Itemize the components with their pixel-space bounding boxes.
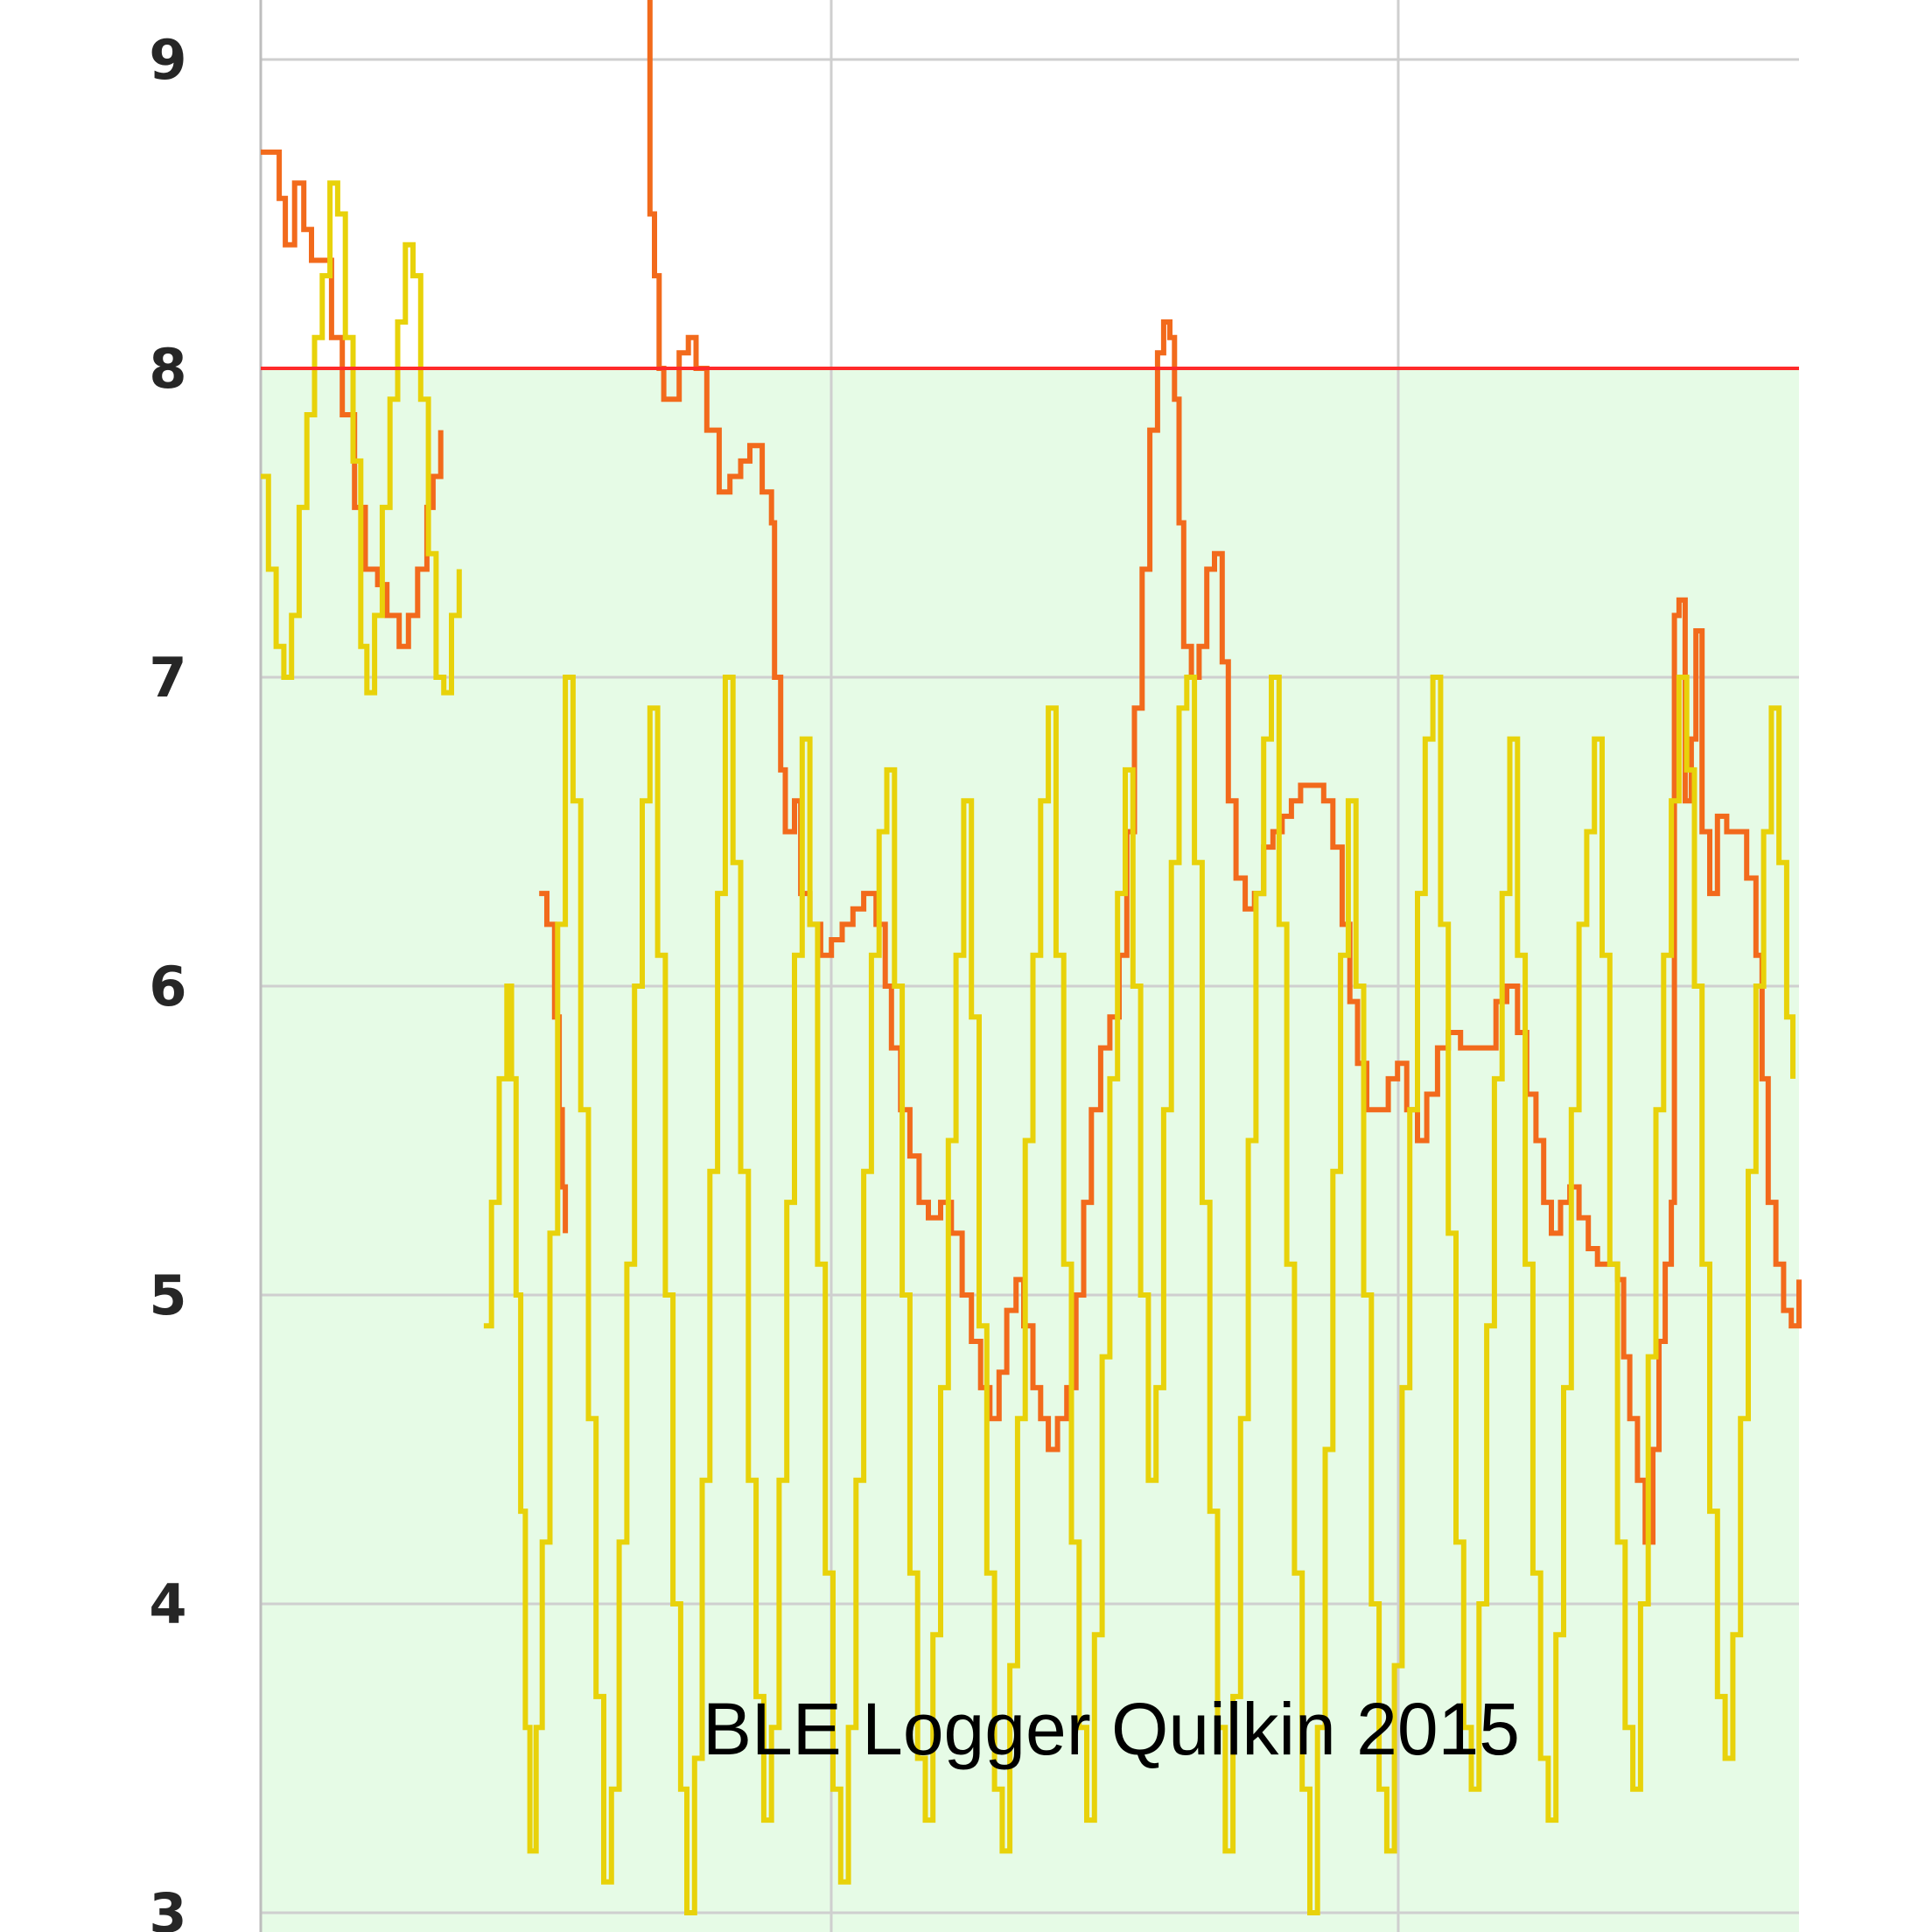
y-tick-label-6: 6 <box>149 955 186 1018</box>
series-1-line-3 <box>647 0 1802 1545</box>
y-tick-label-4: 4 <box>149 1572 186 1636</box>
y-tick-label-5: 5 <box>149 1264 186 1327</box>
series-group <box>261 0 1802 1915</box>
y-tick-label-3: 3 <box>149 1881 186 1932</box>
series-2-line-2 <box>483 675 1796 1915</box>
series-2-line-1 <box>261 180 462 696</box>
series-1-line-1 <box>261 149 444 649</box>
y-tick-labels: 9 8 7 6 5 4 3 <box>149 28 186 1932</box>
y-tick-label-9: 9 <box>149 28 186 92</box>
chart-annotation: BLE Logger Quilkin 2015 <box>703 1688 1520 1770</box>
series-2 <box>261 180 1796 1915</box>
y-tick-label-7: 7 <box>149 646 186 710</box>
y-tick-label-8: 8 <box>149 337 186 401</box>
